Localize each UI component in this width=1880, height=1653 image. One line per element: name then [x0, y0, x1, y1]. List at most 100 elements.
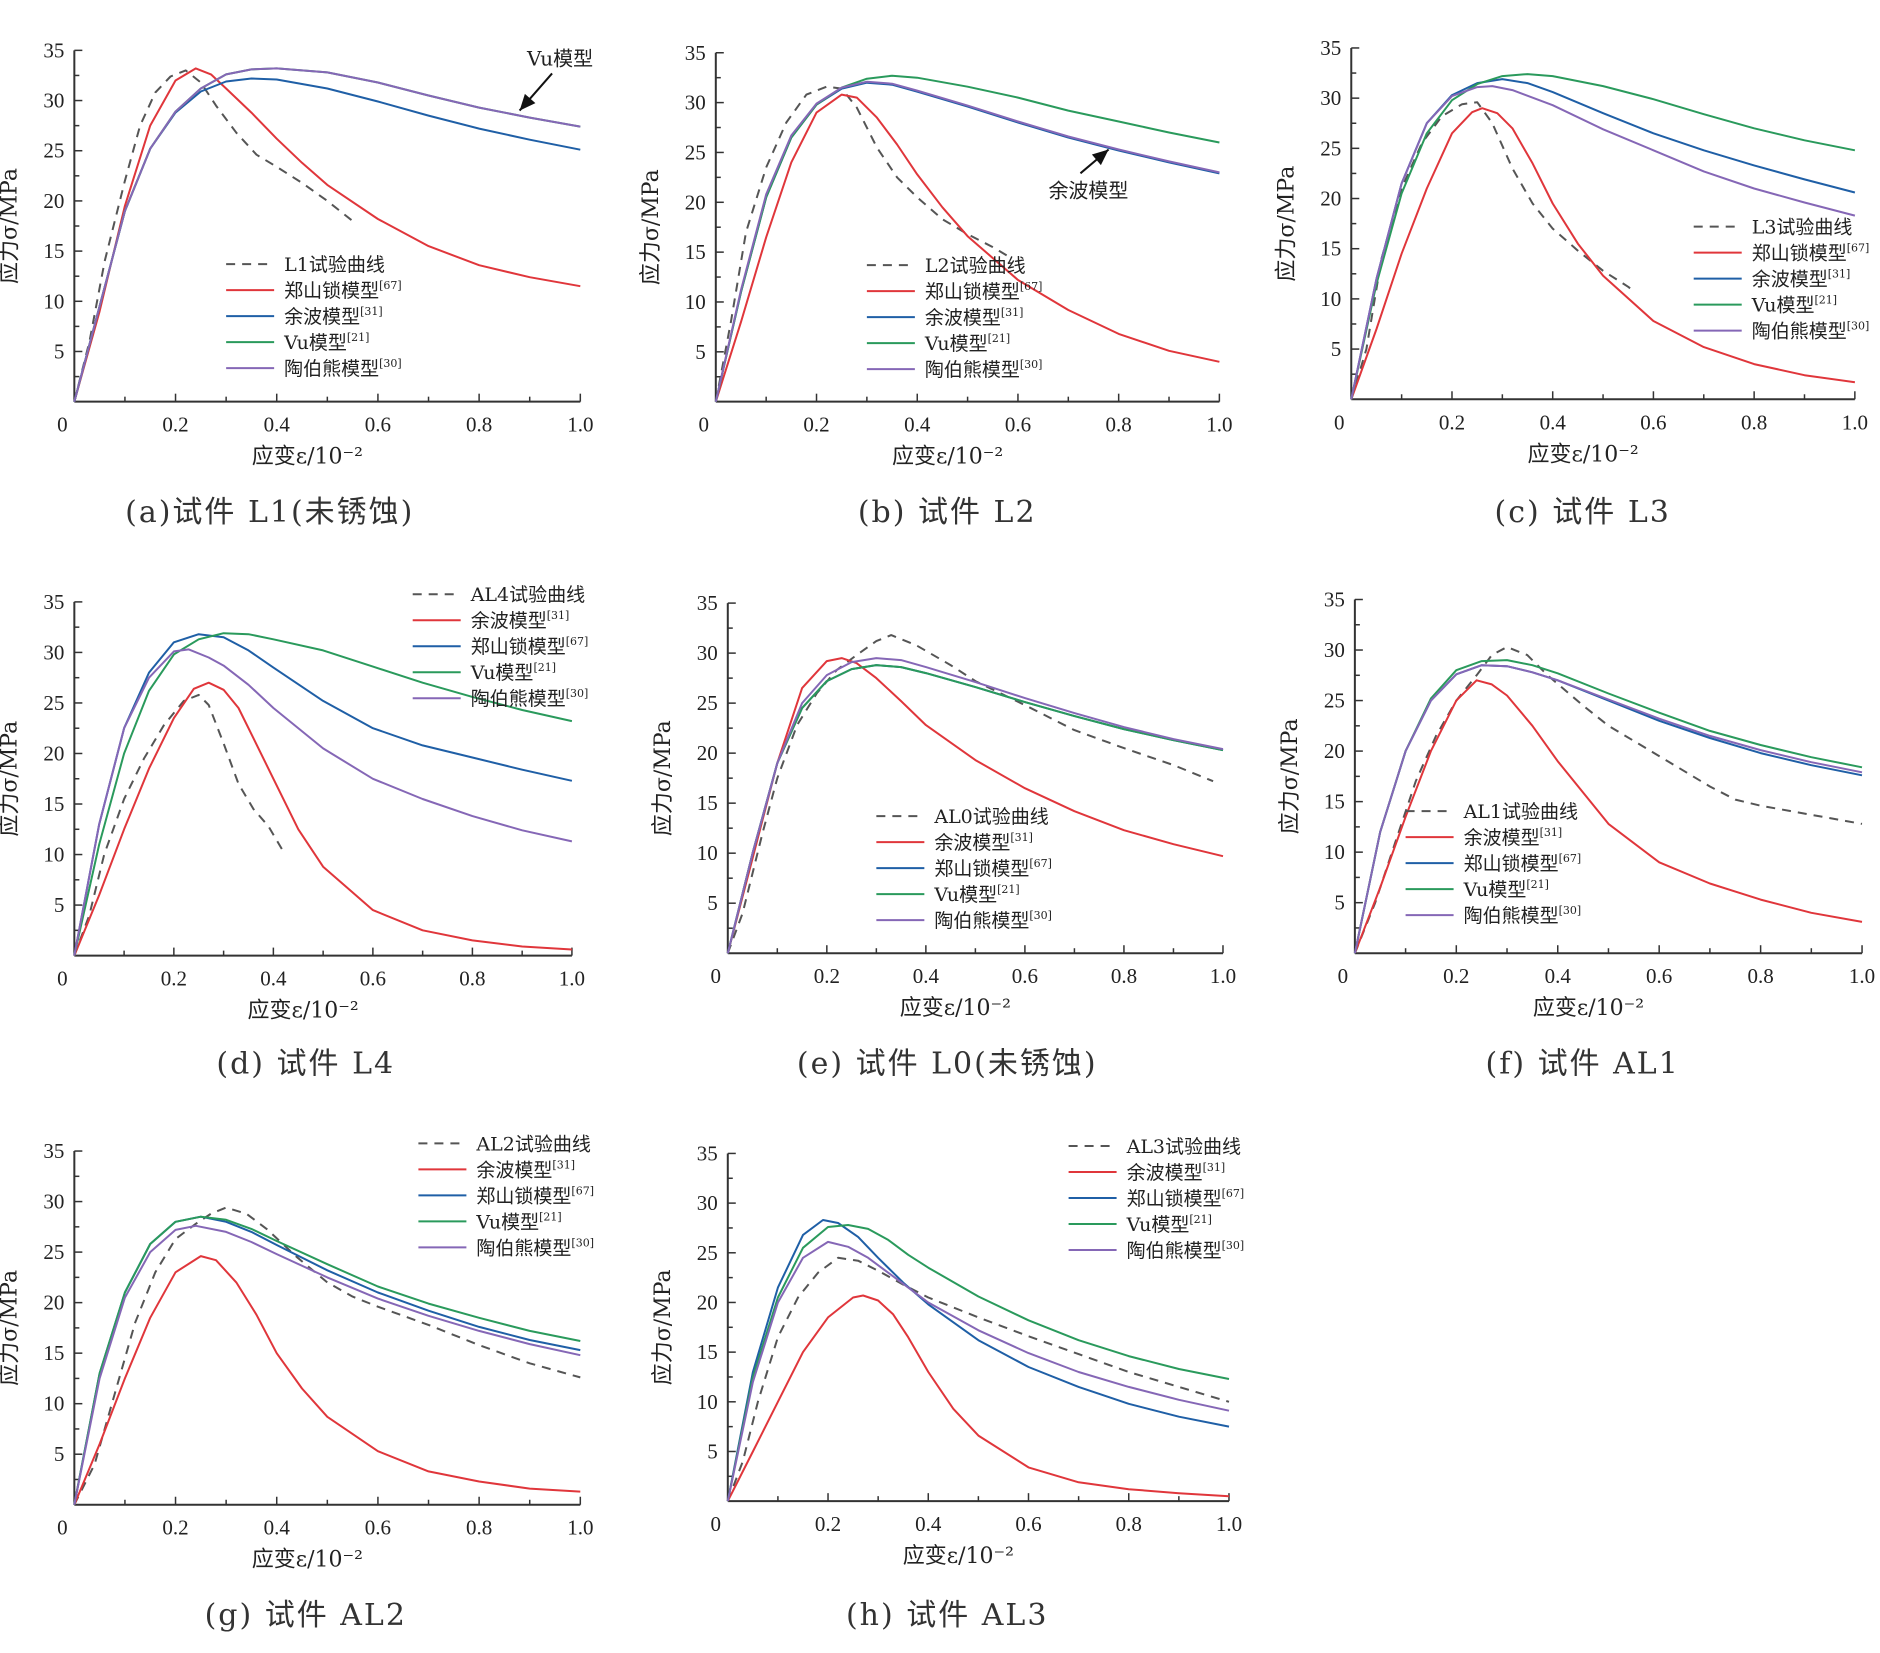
y-tick-label: 5 — [54, 893, 65, 917]
x-tick-label: 0 — [57, 413, 68, 437]
y-tick-label: 15 — [697, 1340, 718, 1364]
legend-label: 郑山锁模型[67] — [476, 1184, 594, 1207]
x-axis-label: 应变ε/10⁻² — [892, 445, 1003, 470]
legend-label-ref: [31] — [552, 1158, 575, 1171]
x-tick-label: 0 — [711, 964, 722, 988]
series-line-2 — [73, 1215, 581, 1505]
y-tick-label: 20 — [1324, 739, 1345, 763]
legend-label-ref: [21] — [539, 1210, 562, 1223]
y-tick-label: 15 — [43, 1341, 64, 1365]
y-tick-label: 15 — [1324, 790, 1345, 814]
legend-label-ref: [31] — [1828, 268, 1851, 281]
y-tick-label: 30 — [1324, 638, 1345, 662]
series-line-2 — [1353, 664, 1863, 954]
series-line-4 — [73, 67, 581, 402]
legend-label-ref: [30] — [379, 357, 402, 370]
y-tick-label: 20 — [1320, 187, 1341, 211]
chart-panel-g: 5 10 15 20 25 30 35 0 0.2 0.4 0.6 0.8 1.0 应变ε/10⁻² 应力σ… — [0, 1133, 594, 1633]
legend-label-ref: [67] — [379, 279, 402, 292]
legend-label-name: 余波模型 — [284, 306, 360, 328]
legend-label: L3试验曲线 — [1752, 217, 1853, 239]
panel-caption: (a)试件 L1(未锈蚀) — [125, 495, 414, 530]
legend-label: Vu模型[21] — [1463, 878, 1549, 901]
y-tick-label: 5 — [1331, 337, 1342, 361]
y-tick-label: 30 — [43, 1190, 64, 1214]
legend-label-ref: [31] — [1010, 831, 1033, 844]
y-tick-label: 30 — [1320, 86, 1341, 110]
legend-label-name: 郑山锁模型 — [471, 636, 566, 658]
series-line-4 — [73, 1224, 581, 1505]
x-tick-label: 0.8 — [1747, 964, 1773, 988]
series-line-1 — [714, 93, 1220, 403]
legend-label: 陶伯熊模型[30] — [471, 687, 589, 710]
series-line-4 — [1350, 85, 1856, 400]
legend-label-name: 陶伯熊模型 — [934, 910, 1029, 932]
y-tick-label: 5 — [707, 891, 718, 915]
legend-label: 陶伯熊模型[30] — [476, 1236, 594, 1259]
x-tick-label: 0.8 — [1106, 413, 1132, 437]
legend-label-ref: [30] — [1029, 909, 1052, 922]
legend-label-ref: [21] — [533, 661, 556, 674]
chart-panel-a: 5 10 15 20 25 30 35 0 0.2 0.4 0.6 0.8 1.0 应变ε/10⁻² 应力σ… — [0, 38, 593, 530]
x-tick-label: 1.0 — [567, 1516, 593, 1540]
legend-label-ref: [67] — [571, 1184, 594, 1197]
legend-label-name: Vu模型 — [283, 332, 347, 354]
y-tick-label: 30 — [697, 641, 718, 665]
legend-label-name: 余波模型 — [925, 307, 1001, 329]
x-tick-label: 0.4 — [915, 1512, 942, 1536]
legend-label-ref: [21] — [988, 332, 1011, 345]
legend-label-name: 郑山锁模型 — [925, 281, 1020, 303]
x-tick-label: 0.2 — [1443, 964, 1469, 988]
y-tick-label: 35 — [43, 590, 64, 614]
series-line-3 — [714, 74, 1220, 402]
legend-label-ref: [31] — [1001, 306, 1024, 319]
arrow-head-icon — [1091, 149, 1109, 166]
y-tick-label: 5 — [695, 340, 706, 364]
legend-label-ref: [67] — [1222, 1187, 1245, 1200]
chart-panel-c: 5 10 15 20 25 30 35 0 0.2 0.4 0.6 0.8 1.0 应变ε/10⁻² 应力σ… — [1274, 36, 1869, 530]
legend-label: 陶伯熊模型[30] — [1752, 320, 1870, 343]
y-tick-label: 25 — [697, 1241, 718, 1265]
legend-label-name: 余波模型 — [476, 1159, 552, 1181]
y-tick-label: 15 — [697, 791, 718, 815]
y-tick-label: 5 — [54, 339, 65, 363]
x-tick-label: 0.6 — [365, 413, 391, 437]
series-line-0 — [73, 69, 354, 402]
x-axis-label: 应变ε/10⁻² — [903, 1544, 1014, 1569]
panel-caption: (h) 试件 AL3 — [846, 1598, 1048, 1633]
chart-panel-b: 5 10 15 20 25 30 35 0 0.2 0.4 0.6 0.8 1.0 应变ε/10⁻² 应力σ… — [639, 41, 1233, 530]
series-line-1 — [73, 681, 572, 956]
y-tick-label: 5 — [707, 1439, 718, 1463]
panel-caption: (f) 试件 AL1 — [1486, 1047, 1680, 1082]
series-line-3 — [73, 632, 573, 956]
series-line-0 — [714, 85, 1009, 402]
legend-label-name: AL2试验曲线 — [475, 1133, 590, 1155]
legend-label-name: 陶伯熊模型 — [284, 358, 379, 380]
legend-label: Vu模型[21] — [475, 1210, 561, 1233]
legend-label: 郑山锁模型[67] — [925, 280, 1043, 303]
chart-panel-f: 5 10 15 20 25 30 35 0 0.2 0.4 0.6 0.8 1.0 应变ε/10⁻² 应力σ… — [1278, 588, 1875, 1082]
series-line-4 — [726, 1240, 1230, 1502]
legend-label-ref: [31] — [360, 305, 383, 318]
chart-panel-d: 5 10 15 20 25 30 35 0 0.2 0.4 0.6 0.8 1.0 应变ε/10⁻² 应力σ… — [0, 584, 588, 1081]
legend-label: 郑山锁模型[67] — [1127, 1187, 1245, 1210]
y-tick-label: 25 — [1324, 689, 1345, 713]
legend-label: 余波模型[31] — [934, 831, 1033, 854]
y-tick-label: 20 — [697, 741, 718, 765]
series-line-1 — [1353, 679, 1863, 954]
legend-label: 余波模型[31] — [925, 306, 1024, 329]
series-line-3 — [726, 1224, 1230, 1502]
legend-label-name: L3试验曲线 — [1752, 217, 1853, 239]
legend-label-name: 郑山锁模型 — [1127, 1188, 1222, 1210]
legend-label: AL2试验曲线 — [475, 1133, 590, 1155]
y-tick-label: 30 — [697, 1191, 718, 1215]
legend-label: 郑山锁模型[67] — [1464, 852, 1582, 875]
legend-label: Vu模型[21] — [924, 332, 1010, 355]
series-line-1 — [1350, 107, 1856, 400]
y-axis-label: 应力σ/MPa — [0, 168, 22, 284]
y-tick-label: 10 — [697, 841, 718, 865]
legend-label-name: 陶伯熊模型 — [925, 359, 1020, 381]
y-tick-label: 20 — [43, 741, 64, 765]
